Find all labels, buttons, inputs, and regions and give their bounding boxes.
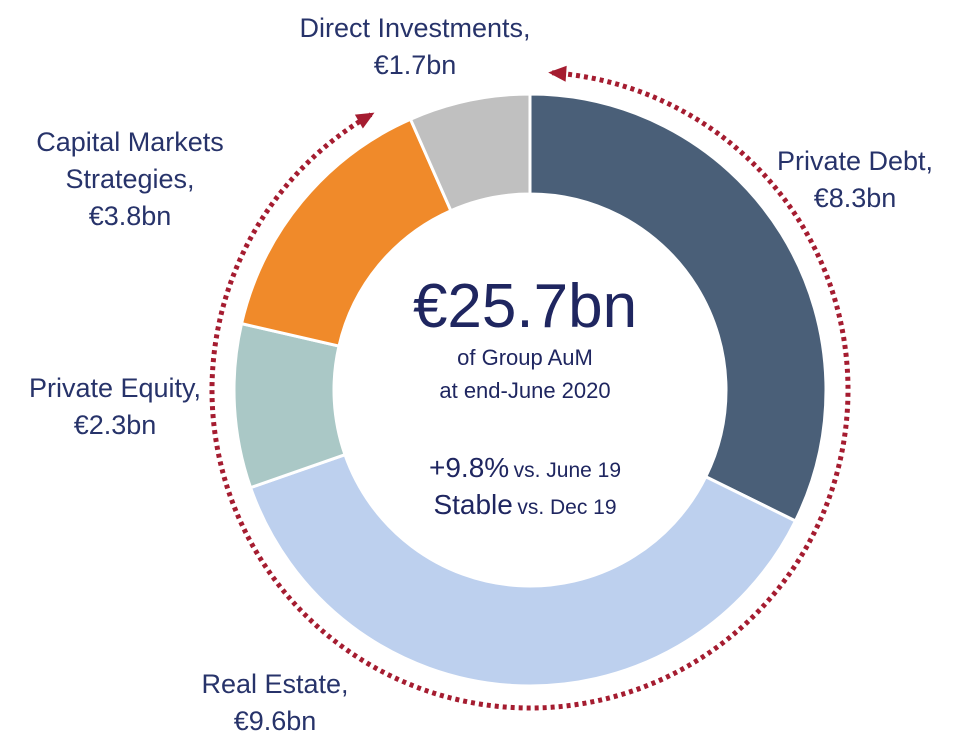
- dotted-arc: [209, 70, 851, 711]
- center-subtitle: of Group AuM: [457, 345, 593, 370]
- value-label: €3.8bn: [88, 201, 172, 231]
- segment-label: Private Debt, €8.3bn: [705, 143, 960, 217]
- category-label: Capital Markets Strategies,: [36, 127, 224, 194]
- growth-label: vs. Dec 19: [517, 496, 617, 519]
- donut-segment: [528, 92, 828, 523]
- growth-value: +9.8%: [428, 452, 510, 483]
- value-label: €1.7bn: [373, 50, 457, 80]
- growth-line: Stable vs. Dec 19: [330, 487, 720, 528]
- donut-segment: [248, 452, 798, 688]
- segment-label: Private Equity, €2.3bn: [0, 370, 265, 444]
- segment-label: Capital Markets Strategies, €3.8bn: [10, 124, 250, 235]
- growth-line: +9.8% vs. June 19: [330, 450, 720, 491]
- center-title: €25.7bn: [412, 272, 638, 341]
- center-subtitle: at end-June 2020: [439, 378, 611, 403]
- arrow-head: [354, 112, 375, 129]
- category-label: Private Debt,: [776, 146, 934, 176]
- growth-label: vs. June 19: [513, 459, 622, 482]
- segment-label: Real Estate, €9.6bn: [125, 666, 425, 740]
- category-label: Direct Investments,: [299, 13, 531, 43]
- value-label: €9.6bn: [233, 706, 317, 736]
- value-label: €8.3bn: [813, 183, 897, 213]
- category-label: Real Estate,: [201, 669, 349, 699]
- value-label: €2.3bn: [73, 410, 157, 440]
- category-label: Private Equity,: [28, 373, 202, 403]
- donut-segment: [408, 92, 532, 213]
- growth-value: Stable: [433, 489, 513, 520]
- arrow-head: [548, 65, 567, 82]
- segment-label: Direct Investments, €1.7bn: [265, 10, 565, 84]
